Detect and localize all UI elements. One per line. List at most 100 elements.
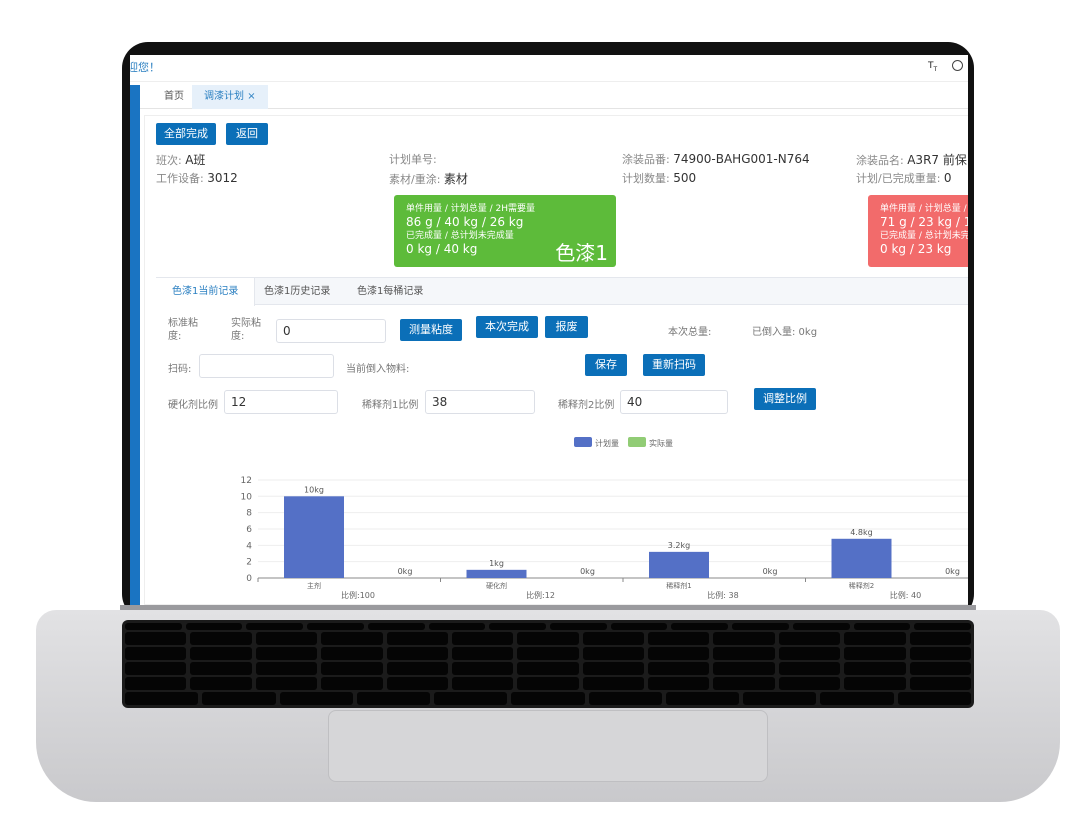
- keyboard-key: [246, 623, 304, 630]
- x-ratio-label: 比例: 40: [890, 590, 921, 600]
- keyboard-key: [914, 623, 971, 630]
- keyboard-key: [307, 623, 364, 630]
- keyboard-key: [185, 623, 243, 630]
- data-label: 3.2kg: [668, 541, 690, 550]
- legend-swatch: [628, 437, 646, 447]
- tab-bar: 首页 调漆计划 ×: [140, 85, 968, 109]
- bar: [466, 569, 527, 578]
- data-label: 0kg: [580, 567, 595, 576]
- hardener-ratio-label: 硬化剂比例: [168, 400, 218, 411]
- keyboard: [122, 620, 974, 708]
- current-material-label: 当前倒入物料:: [346, 364, 410, 375]
- info-label: 素材/重涂:: [389, 173, 441, 186]
- font-size-icon[interactable]: TT: [928, 61, 938, 73]
- close-icon[interactable]: ×: [247, 91, 256, 102]
- keyboard-key: [356, 692, 431, 705]
- info-value: A3R7 前保: [907, 153, 967, 167]
- keyboard-key: [451, 647, 514, 660]
- keyboard-key: [511, 692, 585, 705]
- bar: [649, 551, 709, 578]
- thinner1-ratio-input[interactable]: 38: [425, 390, 535, 414]
- data-label: 0kg: [945, 567, 960, 576]
- data-label: 4.8kg: [850, 528, 872, 537]
- info-label: 计划单号:: [389, 153, 437, 166]
- welcome-text: 欢迎您！: [130, 61, 160, 74]
- data-label: 0kg: [398, 567, 413, 576]
- keyboard-key: [255, 662, 318, 675]
- content-panel: [144, 115, 968, 605]
- tab-paint-plan[interactable]: 调漆计划 ×: [192, 85, 268, 109]
- keyboard-key: [909, 677, 971, 690]
- card-completed: 0 kg / 40 kg: [406, 242, 478, 256]
- info-label: 工作设备:: [156, 172, 204, 185]
- keyboard-key: [386, 632, 448, 645]
- keyboard-key: [713, 647, 775, 660]
- info-value: 素材: [443, 172, 468, 186]
- legend-swatch: [574, 437, 592, 447]
- x-category-label: 主剂: [307, 581, 321, 590]
- keyboard-key: [582, 632, 645, 645]
- keyboard-key: [255, 647, 318, 660]
- actual-viscosity-input[interactable]: 0: [276, 319, 386, 343]
- info-field: 计划单号:: [389, 151, 437, 167]
- tab-history-record[interactable]: 色漆1历史记录: [264, 286, 331, 297]
- keyboard-key: [743, 692, 817, 705]
- back-button[interactable]: 返回: [226, 123, 268, 145]
- card-label: 单件用量 / 计划总量 / 2H需要量: [406, 204, 536, 214]
- x-ratio-label: 比例:12: [526, 590, 555, 600]
- keyboard-key: [125, 623, 182, 630]
- keyboard-key: [550, 623, 607, 630]
- info-field: 涂装品名: A3R7 前保: [856, 151, 967, 168]
- save-button[interactable]: 保存: [585, 354, 627, 376]
- hardener-ratio-input[interactable]: 12: [224, 390, 338, 414]
- keyboard-key: [451, 677, 514, 690]
- thinner2-ratio-label: 稀释剂2比例: [558, 400, 615, 411]
- tab-bucket-record[interactable]: 色漆1每桶记录: [357, 286, 424, 297]
- rescan-button[interactable]: 重新扫码: [643, 354, 705, 376]
- y-tick-label: 4: [246, 541, 252, 551]
- keyboard-key: [648, 677, 710, 690]
- keyboard-key: [648, 662, 710, 675]
- measure-viscosity-button[interactable]: 测量粘度: [400, 319, 462, 341]
- tab-home[interactable]: 首页: [164, 91, 184, 102]
- finish-button[interactable]: 本次完成: [476, 316, 538, 338]
- keyboard-key: [489, 623, 546, 630]
- tab-current-record[interactable]: 色漆1当前记录: [156, 278, 256, 306]
- keyboard-key: [190, 662, 252, 675]
- keyboard-key: [778, 647, 841, 660]
- info-label: 涂装品番:: [622, 153, 670, 166]
- card-paint-name: 色漆1: [555, 241, 608, 265]
- sidebar-strip: [130, 85, 140, 605]
- adjust-ratio-button[interactable]: 调整比例: [754, 388, 816, 410]
- keyboard-key: [713, 632, 775, 645]
- paint-card-2[interactable]: 单件用量 / 计划总量 / 2H需要量 71 g / 23 kg / 17 已完…: [868, 195, 968, 267]
- keyboard-key: [202, 692, 276, 705]
- settings-icon[interactable]: [952, 60, 963, 71]
- scan-input[interactable]: [199, 354, 334, 378]
- x-category-label: 稀释剂1: [666, 581, 691, 590]
- thinner1-ratio-label: 稀释剂1比例: [362, 400, 419, 411]
- paint-card-1[interactable]: 单件用量 / 计划总量 / 2H需要量 86 g / 40 kg / 26 kg…: [394, 195, 616, 267]
- keyboard-key: [517, 647, 579, 660]
- keyboard-key: [778, 662, 841, 675]
- bar: [284, 496, 344, 578]
- keyboard-key: [909, 647, 971, 660]
- legend-label: 计划量: [595, 438, 619, 448]
- keyboard-key: [386, 647, 448, 660]
- scrap-button[interactable]: 报废: [545, 316, 588, 338]
- keyboard-key: [321, 677, 383, 690]
- keyboard-key: [588, 692, 662, 705]
- keyboard-key: [517, 677, 579, 690]
- keyboard-key: [321, 662, 383, 675]
- legend-label: 实际量: [649, 438, 673, 448]
- keyboard-key: [909, 662, 971, 675]
- complete-all-button[interactable]: 全部完成: [156, 123, 216, 145]
- keyboard-key: [582, 647, 645, 660]
- keyboard-key: [844, 662, 906, 675]
- keyboard-key: [897, 692, 971, 705]
- info-label: 计划/已完成重量:: [856, 172, 941, 185]
- keyboard-key: [321, 647, 383, 660]
- y-tick-label: 0: [246, 574, 252, 584]
- thinner2-ratio-input[interactable]: 40: [620, 390, 728, 414]
- card-label: 已完成量 / 总计划未完成量: [406, 231, 514, 241]
